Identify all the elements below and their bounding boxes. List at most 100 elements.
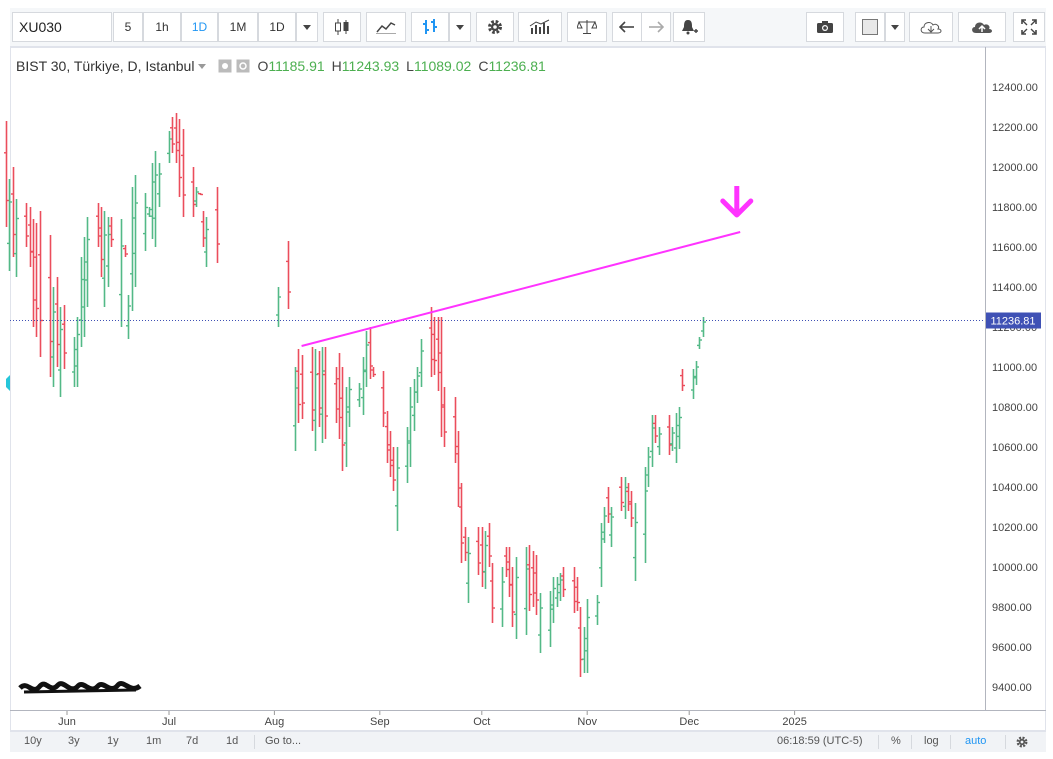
price-tick-label: 11600.00 [992, 242, 1037, 254]
undo-button[interactable] [612, 12, 642, 42]
interval-menu-button[interactable]: 1D [258, 12, 296, 42]
price-tick-label: 10000.00 [992, 562, 1038, 574]
ohlc-bar [320, 347, 325, 443]
time-tick-label: 2025 [782, 716, 806, 728]
interval-label: 1D [191, 20, 208, 34]
price-tick-label: 9400.00 [992, 682, 1032, 694]
candles-button[interactable] [323, 12, 361, 42]
cloud-upload-icon [972, 22, 992, 33]
ohlc-bar [14, 199, 19, 277]
compare-button[interactable] [567, 12, 607, 42]
ohlc-bar [483, 531, 488, 589]
range-1y-button[interactable]: 1y [107, 735, 119, 747]
ohlc-bar [680, 369, 685, 391]
ohlc-bar [300, 355, 305, 419]
indicators-button[interactable] [518, 12, 562, 42]
range-1d-button[interactable]: 1d [226, 735, 239, 747]
ohlc-bar [361, 357, 366, 415]
ohlc-bar [487, 523, 492, 567]
chart-settings-gear-icon[interactable] [1015, 735, 1029, 749]
color-dropdown-button[interactable] [885, 12, 905, 42]
undo-icon [619, 21, 634, 33]
ohlc-bar [381, 371, 386, 427]
ohlc-bar [123, 245, 128, 257]
camera-icon [817, 21, 833, 33]
ohlc-bar [75, 317, 80, 387]
alert-icon [682, 20, 698, 35]
legend-settings-icon[interactable] [236, 59, 250, 73]
symbol-search-button[interactable]: XU030 [12, 12, 112, 42]
auto-scale-button[interactable]: auto [965, 735, 987, 747]
interval-1h-button[interactable]: 1h [143, 12, 181, 42]
ohlc-bar [694, 361, 699, 385]
trend-line[interactable] [301, 231, 741, 347]
range-7d-button[interactable]: 7d [186, 735, 199, 747]
ohlc-bar [626, 483, 631, 511]
legend-dropdown-caret-icon[interactable] [198, 63, 207, 69]
ohlc-bar [524, 547, 529, 635]
fullscreen-icon [1021, 19, 1037, 35]
ohlc-bar [599, 523, 604, 587]
range-10y-button[interactable]: 10y [24, 735, 42, 747]
settings-button[interactable] [476, 12, 514, 42]
legend-eye-icon[interactable] [218, 59, 232, 73]
ohlc-bar [133, 175, 138, 287]
ohlc-bar [31, 219, 36, 327]
save-chart-button[interactable] [958, 12, 1006, 42]
ohlc-bar [109, 217, 114, 247]
interval-dropdown-button[interactable] [296, 12, 318, 42]
chart-type-dropdown-button[interactable] [449, 12, 471, 42]
color-picker-button[interactable] [855, 12, 885, 42]
interval-label: 1D [269, 20, 285, 34]
snapshot-button[interactable] [806, 12, 844, 42]
fullscreen-button[interactable] [1013, 12, 1045, 42]
ohlc-bar [504, 547, 509, 577]
ohlc-bar [317, 351, 322, 427]
load-chart-button[interactable] [909, 12, 953, 42]
ohlc-bar [510, 567, 515, 627]
ohlc-bar [558, 573, 563, 601]
separator [878, 735, 879, 749]
ohlc-bar [412, 379, 417, 431]
range-1m-button[interactable]: 1m [146, 735, 162, 747]
alert-button[interactable] [673, 12, 705, 42]
ohlc-bar [286, 241, 291, 309]
ohlc-bar [364, 331, 369, 387]
interval-1d-button[interactable]: 1D [181, 12, 218, 42]
ohlc-bar [456, 431, 461, 507]
drawings[interactable]: 11236.81 [6, 186, 1041, 391]
gear-icon [488, 20, 502, 34]
ohlc-bar [667, 415, 672, 455]
price-tick-label: 10200.00 [992, 522, 1038, 534]
ohlc-bar [24, 203, 29, 247]
ohlc-bar [106, 217, 111, 287]
ohlc-bar [194, 187, 199, 207]
redo-button[interactable] [641, 12, 671, 42]
down-arrow-icon[interactable] [720, 186, 754, 218]
separator [950, 735, 951, 749]
legend-high: H11243.93 [331, 58, 400, 74]
ohlc-bar [340, 367, 345, 471]
interval-1m-button[interactable]: 1M [218, 12, 258, 42]
cloud-download-icon [920, 22, 942, 34]
scroll-handle[interactable] [6, 375, 10, 391]
legend-low: L11089.02 [406, 58, 472, 74]
bars-button[interactable] [411, 12, 449, 42]
go-to-date-button[interactable]: Go to... [265, 735, 302, 747]
interval-label: 1h [155, 20, 169, 34]
price-tick-label: 11800.00 [992, 202, 1037, 214]
ohlc-bar [388, 431, 393, 477]
ohlc-bar [102, 211, 107, 307]
ohlc-bar [215, 187, 220, 263]
line-chart-button[interactable] [366, 12, 406, 42]
percent-scale-button[interactable]: % [891, 735, 901, 747]
ohlc-bar [48, 235, 53, 377]
log-scale-button[interactable]: log [924, 735, 939, 747]
range-3y-button[interactable]: 3y [68, 735, 80, 747]
interval-5-button[interactable]: 5 [113, 12, 143, 42]
ohlc-bar [697, 337, 702, 349]
ohlc-bar [157, 163, 162, 207]
time-tick-label: Sep [370, 716, 390, 728]
ohlc-bar [126, 295, 131, 339]
